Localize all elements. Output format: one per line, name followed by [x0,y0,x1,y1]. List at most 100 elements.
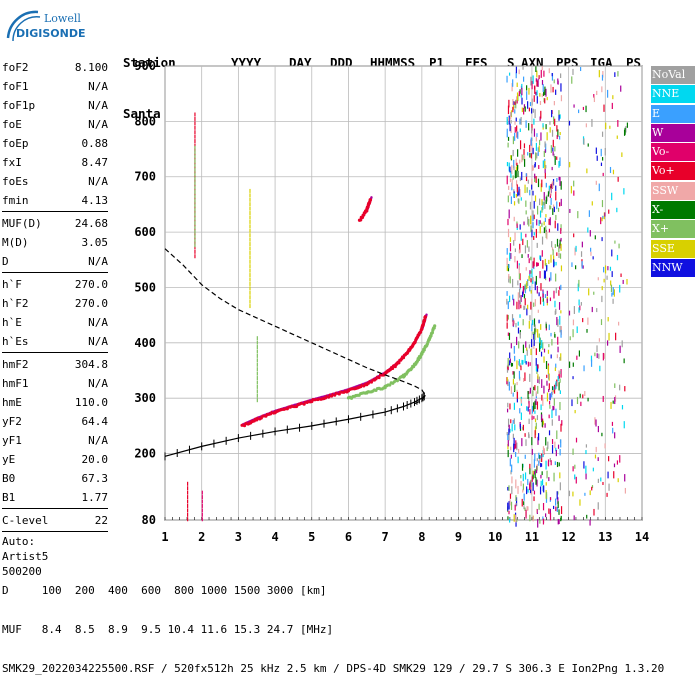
noise-point [595,180,597,185]
noise-point [611,249,613,257]
noise-point [596,90,598,96]
noise-point [547,191,550,197]
param-row: fmin 4.13 [2,191,108,210]
autoscale-info: 500200 [2,565,42,578]
echo-trace-point [368,198,373,202]
noise-point [582,394,584,399]
legend-item-vo: Vo- [651,143,695,162]
trace-streak [194,139,196,144]
param-row: foF1 N/A [2,77,108,96]
param-value: N/A [88,316,108,329]
noise-point [544,86,546,95]
noise-point [531,178,533,185]
noise-point [555,214,557,221]
noise-point [545,165,547,169]
noise-point [519,423,521,429]
noise-point [569,208,571,213]
noise-point [523,221,525,226]
noise-point [568,361,571,368]
noise-point [557,80,559,85]
noise-point [569,336,571,341]
noise-point [533,386,535,391]
noise-point [535,477,537,485]
noise-point [528,397,530,404]
noise-point [545,88,547,97]
noise-point [551,247,554,251]
noise-point [581,261,583,269]
noise-point [509,493,512,499]
noise-point [543,227,545,234]
noise-point [619,345,621,353]
noise-point [512,378,515,385]
noise-point [527,304,529,310]
noise-point [617,120,619,127]
noise-point [536,509,538,515]
param-name: foF1p [2,99,36,112]
noise-point [531,437,533,446]
trace-streak [194,163,196,168]
noise-point [557,491,559,495]
trace-streak [256,393,258,398]
noise-point [509,352,511,359]
noise-point [533,471,536,475]
noise-point [515,479,517,489]
noise-point [624,386,626,392]
noise-point [522,473,524,482]
footer-distance-row: D 100 200 400 600 800 1000 1500 3000 [km… [2,584,327,597]
noise-point [549,217,551,226]
noise-point [515,518,517,527]
noise-point [614,383,616,388]
param-value: N/A [88,99,108,112]
noise-point [524,245,527,254]
noise-point [512,419,514,424]
param-value: 22 [94,514,108,527]
noise-point [545,263,547,267]
noise-point [510,155,512,160]
trace-streak [249,233,251,238]
noise-point [509,237,512,242]
noise-point [521,291,524,298]
noise-point [513,101,515,109]
noise-point [525,173,528,182]
trace-streak [249,255,251,260]
noise-point [508,264,510,269]
noise-point [617,176,619,182]
noise-point [542,502,545,511]
noise-point [594,454,597,459]
footer-muf-row: MUF 8.4 8.5 8.9 9.5 10.4 11.6 15.3 24.7 … [2,623,334,636]
param-name: MUF(D) [2,217,42,230]
noise-point [613,471,615,479]
noise-point [538,165,540,169]
noise-point [516,184,518,193]
noise-point [587,227,589,233]
param-row: MUF(D) 24.68 [2,214,108,233]
noise-point [506,432,508,436]
noise-point [583,138,585,145]
noise-point [519,314,521,318]
noise-point [523,155,526,162]
noise-point [601,74,604,81]
param-name: foF2 [2,61,29,74]
noise-point [560,515,562,521]
trace-streak [249,281,251,286]
noise-point [550,354,552,359]
noise-point [516,518,518,522]
noise-point [591,201,593,206]
noise-point [560,423,562,432]
noise-point [536,458,538,462]
noise-point [535,328,537,333]
noise-point [533,318,536,327]
noise-point [536,219,538,226]
noise-point [558,462,560,467]
param-row: foF1p N/A [2,96,108,115]
trace-streak [249,211,251,216]
noise-point [527,506,529,511]
noise-point [555,185,557,191]
noise-point [589,519,591,526]
noise-point [616,460,619,465]
noise-point [521,438,523,447]
noise-point [527,488,529,493]
noise-point [522,483,525,491]
noise-point [550,184,552,190]
noise-point [508,273,510,279]
